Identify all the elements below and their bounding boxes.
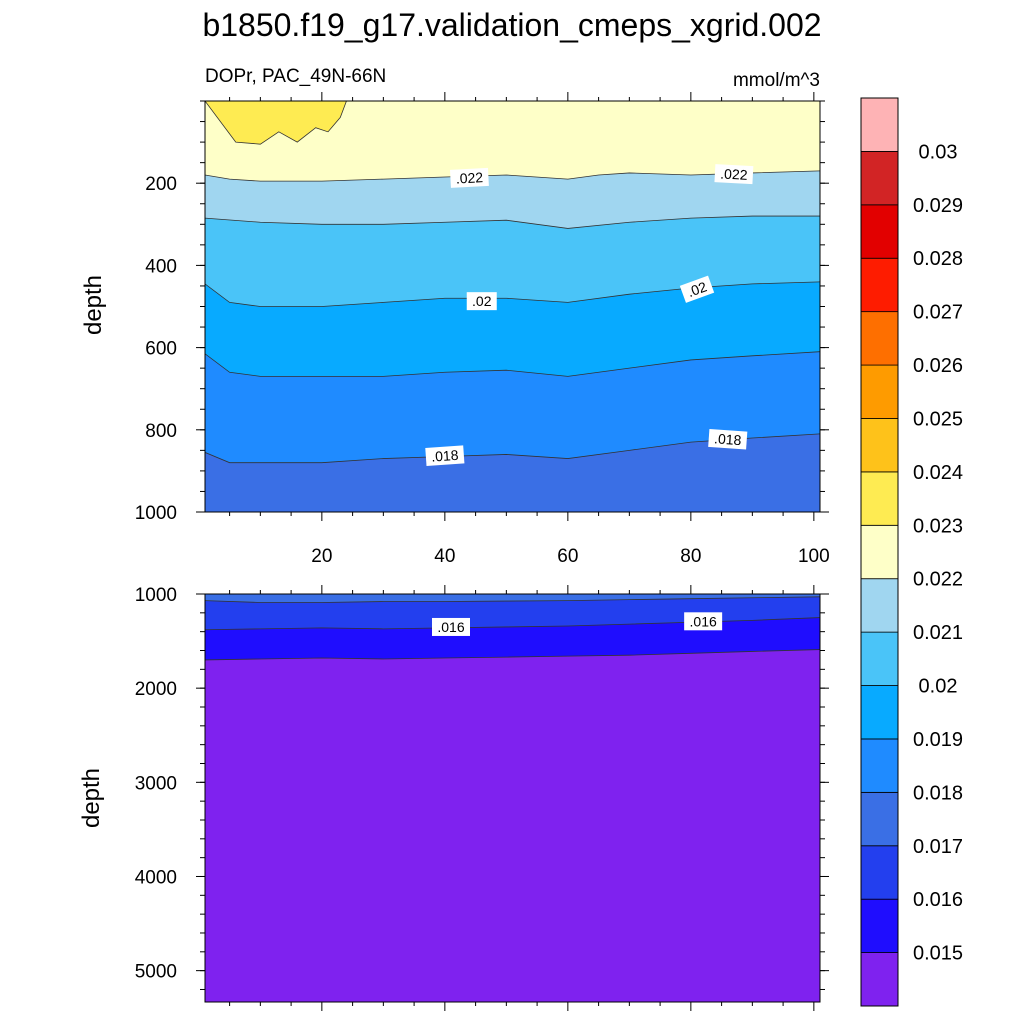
contour-label-text: .016 (690, 613, 717, 629)
contour-label-text: .022 (455, 169, 483, 186)
chart-title: b1850.f19_g17.validation_cmeps_xgrid.002 (202, 7, 821, 43)
contour-line (205, 170, 820, 182)
colorbar-label: 0.028 (913, 248, 963, 270)
colorbar-label: 0.015 (913, 943, 963, 965)
contour-label-box (466, 292, 497, 311)
contour-label-text: .02 (472, 293, 492, 309)
y-tick-label: 800 (145, 421, 177, 442)
contour-label: .016 (684, 612, 723, 631)
colorbar-frame (860, 97, 899, 1007)
colorbar: 0.015 0.016 0.017 0.018 0.019 0.02 0.021 0.022 0… (860, 97, 963, 1007)
contour-line (205, 433, 820, 464)
bottom-y-axis-label: depth (78, 768, 105, 828)
colorbar-swatch (860, 204, 899, 259)
contour-label: .02 (466, 292, 497, 311)
colorbar-swatch (860, 311, 899, 366)
contour-label: .022 (714, 164, 754, 185)
colorbar-swatch (860, 952, 899, 1007)
y-tick-label: 400 (145, 256, 177, 277)
x-tick-label: 20 (311, 546, 332, 567)
colorbar-label: 0.022 (913, 569, 963, 591)
colorbar-swatch (860, 685, 899, 740)
y-tick-label: 3000 (135, 773, 177, 794)
colorbar-label: 0.018 (913, 782, 963, 804)
colorbar-label: 0.03 (919, 141, 958, 163)
colorbar-swatch (860, 631, 899, 686)
variable-region-label: DOPr, PAC_49N-66N (205, 66, 386, 87)
contour-line (205, 596, 820, 603)
contour-label: .022 (450, 167, 489, 188)
colorbar-swatch (860, 845, 899, 900)
colorbar-swatch (860, 418, 899, 473)
colorbar-swatch (860, 578, 899, 633)
colorbar-label: 0.023 (913, 515, 963, 537)
colorbar-label: 0.026 (913, 355, 963, 377)
y-tick-label: 2000 (135, 679, 177, 700)
contour-band (205, 649, 820, 1002)
y-tick-label: 600 (145, 339, 177, 360)
top-y-axis-label: depth (80, 275, 107, 335)
contour-label-box (714, 164, 754, 185)
contour-band (205, 433, 820, 512)
contour-label: .02 (679, 275, 715, 303)
units-label: mmol/m^3 (733, 70, 820, 91)
y-tick-label: 200 (145, 174, 177, 195)
top-panel: .022 .022 .02 .02 .018 .018 20 40 60 80 100 200 400 6… (135, 92, 830, 567)
colorbar-swatch (860, 257, 899, 313)
contour-band (205, 101, 347, 145)
contour-label-box (425, 445, 465, 466)
contour-label-box (432, 617, 470, 636)
y-tick-label: 4000 (135, 867, 177, 888)
contour-label-text: .02 (685, 278, 709, 300)
colorbar-label: 0.021 (913, 622, 963, 644)
contour-label: .018 (708, 428, 748, 450)
colorbar-swatch (860, 791, 899, 847)
contour-label: .018 (425, 445, 465, 466)
contour-label-box (450, 167, 489, 188)
colorbar-swatch (860, 524, 899, 580)
bottom-panel: .016 .016 1000 2000 3000 4000 5000 (135, 585, 829, 1011)
colorbar-swatch (860, 738, 899, 793)
contour-label: .016 (432, 617, 470, 636)
colorbar-label: 0.027 (913, 302, 963, 324)
y-tick-label: 1000 (135, 503, 177, 524)
colorbar-label: 0.025 (913, 408, 963, 430)
contour-line (205, 351, 820, 377)
x-tick-label: 40 (434, 546, 455, 567)
colorbar-label: 0.024 (913, 462, 963, 484)
contour-label-text: .018 (431, 447, 460, 465)
contour-fills (205, 101, 820, 512)
x-tick-label: 100 (798, 546, 830, 567)
contour-label-text: .018 (714, 430, 743, 448)
colorbar-label: 0.016 (913, 889, 963, 911)
colorbar-label: 0.017 (913, 836, 963, 858)
colorbar-swatch (860, 151, 899, 206)
contour-line (205, 215, 820, 229)
colorbar-swatch (860, 97, 899, 152)
y-tick-label: 5000 (135, 962, 177, 983)
colorbar-label: 0.029 (913, 195, 963, 217)
y-tick-label: 1000 (135, 585, 177, 606)
contour-label-text: .022 (720, 165, 748, 182)
plot-frame (204, 593, 821, 1003)
contour-label-box (679, 275, 715, 303)
contour-fills (205, 594, 820, 1002)
contour-label-box (708, 428, 748, 450)
colorbar-label: 0.019 (913, 729, 963, 751)
colorbar-swatch (860, 471, 899, 526)
colorbar-label: 0.02 (919, 676, 958, 698)
contour-label-box (684, 612, 723, 631)
colorbar-swatch (860, 898, 899, 953)
contour-label-text: .016 (437, 619, 464, 635)
x-tick-label: 80 (680, 546, 701, 567)
contour-line (205, 649, 820, 661)
colorbar-swatch (860, 364, 899, 419)
x-tick-label: 60 (557, 546, 578, 567)
